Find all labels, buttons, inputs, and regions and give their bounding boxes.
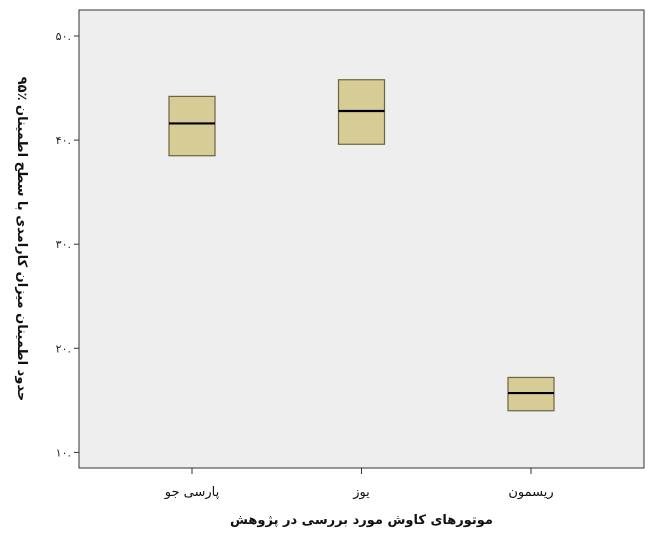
y-tick-label: ۱۰. [56,446,71,459]
y-tick-label: ۴۰. [56,134,71,147]
x-tick-label: یوز [352,485,370,500]
x-tick-label: پارسی جو [164,485,220,500]
y-axis-title: حدود اطمینان میزان کارامدی با سطح اطمینا… [14,77,29,402]
y-tick-label: ۳۰. [56,238,71,251]
x-axis-ticks: پارسی جو یوز ریسمون [164,468,554,500]
boxes [168,79,555,412]
y-axis-ticks: ۱۰. ۲۰. ۳۰. ۴۰. ۵۰. [56,30,79,459]
box-1 [168,95,216,157]
y-tick-label: ۲۰. [56,342,71,355]
y-tick-label: ۵۰. [56,30,71,43]
x-tick-label: ریسمون [508,485,553,500]
plot-area [78,9,645,469]
x-axis-title: موتورهای کاوش مورد بررسی در پژوهش [230,513,493,528]
